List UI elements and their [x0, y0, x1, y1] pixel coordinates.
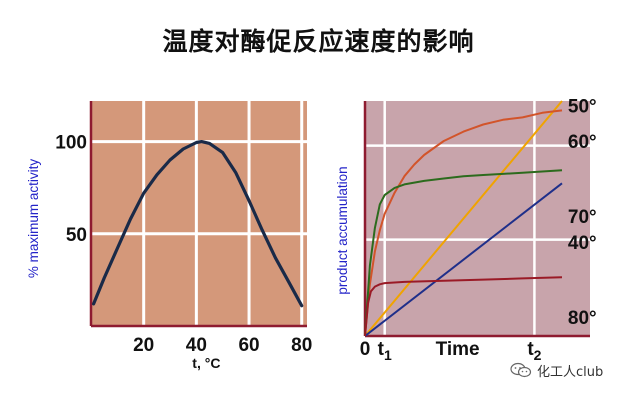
- x-tick-label: 80: [291, 335, 312, 356]
- series-label: 80°: [568, 308, 597, 329]
- x-tick-label: 60: [238, 335, 259, 356]
- plot-background: [91, 101, 307, 326]
- y-axis-label: product accumulation: [335, 166, 350, 294]
- x-tick-label: 0: [360, 339, 371, 360]
- activity-chart: 20 40 60 80 50 100 t, °C % maximum activity: [26, 101, 312, 371]
- series-label: 50°: [568, 97, 597, 118]
- series-line-70: [364, 169, 563, 337]
- watermark: 化工人club: [510, 360, 603, 380]
- series-label: 60°: [568, 132, 597, 153]
- y-axis-label: % maximum activity: [26, 159, 41, 279]
- series-label: 70°: [568, 207, 597, 228]
- series-line-40: [364, 182, 563, 337]
- series-line-80: [364, 276, 563, 337]
- wechat-icon: [510, 362, 532, 378]
- x-axis-title: Time: [436, 339, 480, 360]
- x-tick-label: t1: [378, 339, 392, 363]
- y-tick-label: 100: [55, 133, 87, 154]
- watermark-text: 化工人club: [537, 364, 604, 380]
- page-title: 温度对酶促反应速度的影响: [162, 27, 475, 56]
- series-line-60: [364, 109, 563, 337]
- series-line-50: [364, 100, 563, 337]
- series-label: 40°: [568, 233, 597, 254]
- x-tick-label: 40: [186, 335, 207, 356]
- plot-background: [365, 101, 590, 336]
- y-tick-label: 50: [66, 225, 87, 246]
- activity-curve: [91, 140, 304, 308]
- x-tick-label: 20: [133, 335, 154, 356]
- x-axis-label: t, °C: [192, 355, 220, 371]
